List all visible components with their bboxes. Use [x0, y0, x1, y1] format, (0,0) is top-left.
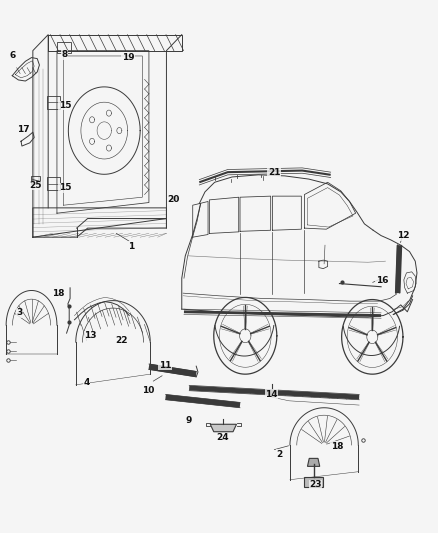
Text: 10: 10 — [142, 386, 154, 394]
Text: 19: 19 — [122, 53, 134, 62]
Text: 14: 14 — [265, 390, 278, 399]
Text: 21: 21 — [268, 168, 280, 176]
Text: 15: 15 — [59, 101, 71, 110]
Polygon shape — [307, 458, 320, 466]
Text: 11: 11 — [159, 361, 171, 369]
Polygon shape — [210, 424, 237, 432]
Text: 18: 18 — [52, 289, 64, 297]
Text: 3: 3 — [17, 309, 23, 317]
Bar — [57, 42, 71, 53]
Text: 13: 13 — [85, 332, 97, 340]
Bar — [47, 96, 60, 109]
Text: 12: 12 — [397, 231, 409, 240]
Bar — [47, 177, 60, 190]
Text: 4: 4 — [84, 378, 90, 386]
Text: 16: 16 — [376, 276, 388, 285]
Text: 17: 17 — [18, 125, 30, 134]
Text: 2: 2 — [276, 450, 283, 458]
Text: 20: 20 — [168, 195, 180, 204]
Text: 24: 24 — [216, 433, 229, 442]
Polygon shape — [304, 477, 323, 487]
Bar — [31, 176, 40, 184]
Text: 1: 1 — [128, 242, 134, 251]
Text: 18: 18 — [331, 442, 343, 450]
Text: 23: 23 — [309, 480, 321, 489]
Text: 22: 22 — [115, 336, 127, 344]
Text: 6: 6 — [9, 52, 15, 60]
Text: 8: 8 — [62, 51, 68, 59]
Text: 9: 9 — [185, 416, 191, 424]
Text: 25: 25 — [29, 181, 41, 190]
Text: 15: 15 — [59, 183, 71, 192]
